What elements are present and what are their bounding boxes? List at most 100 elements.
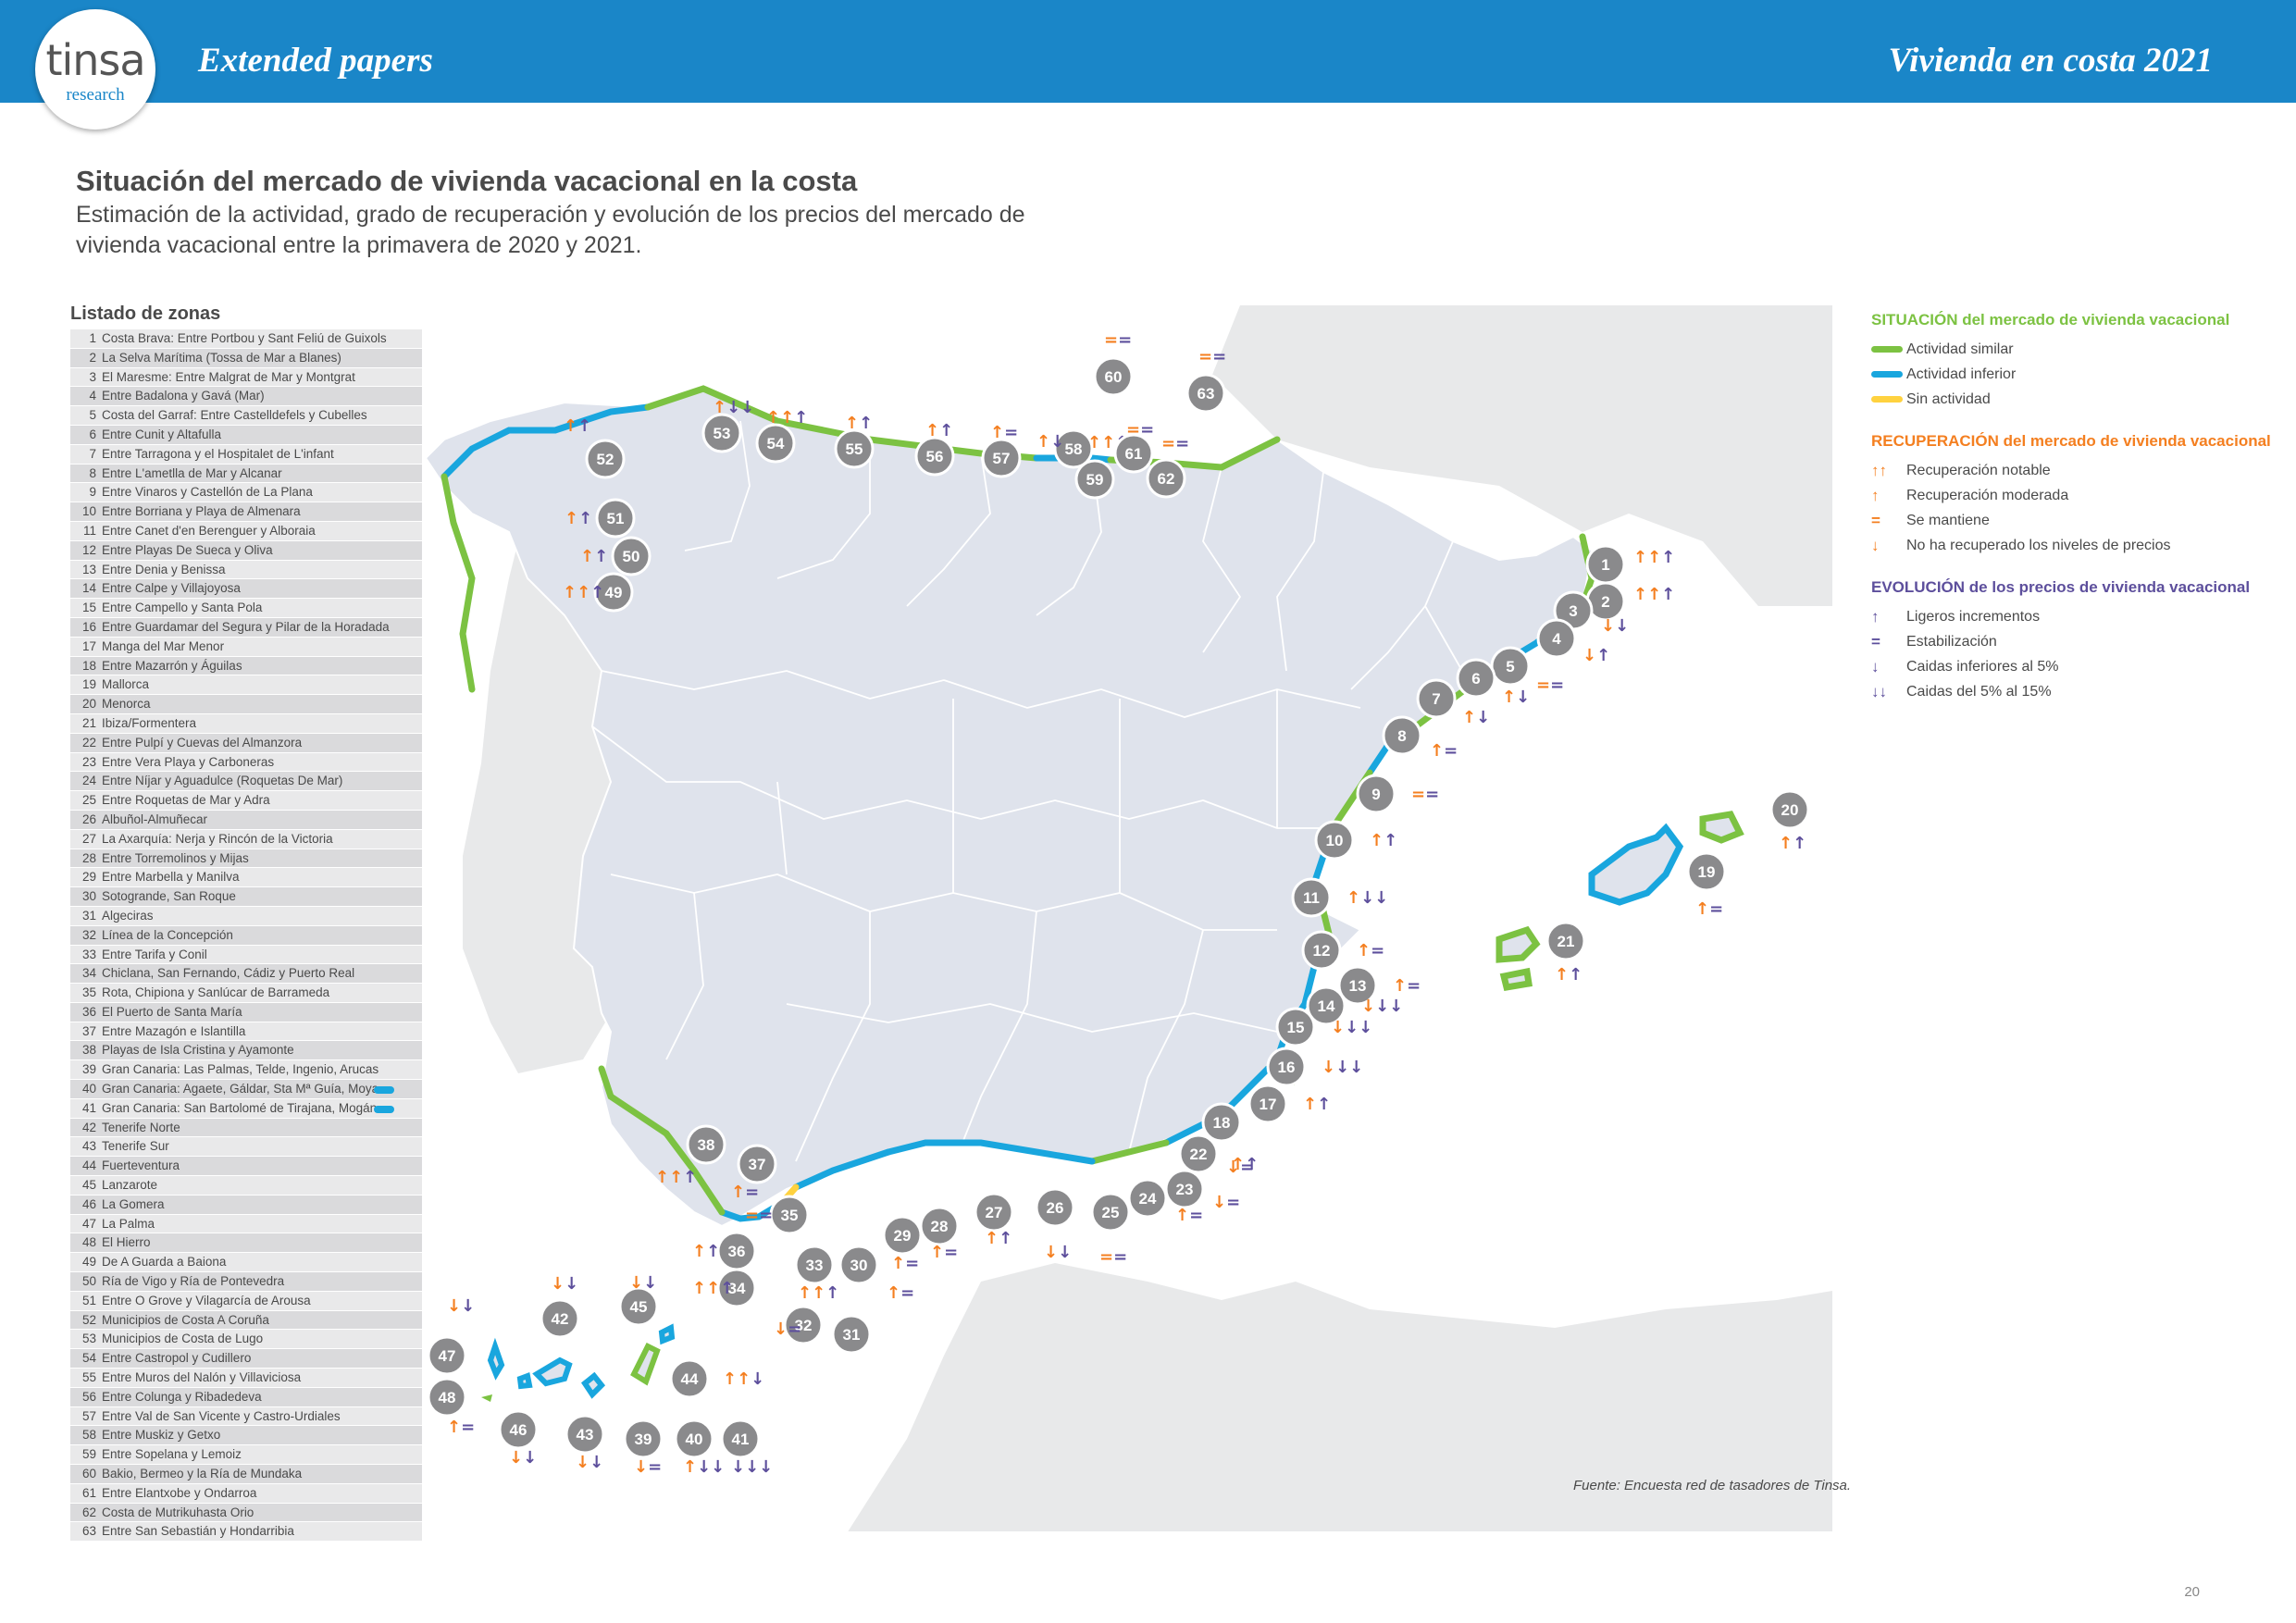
zone-marker: 25 == [1090,1192,1131,1267]
zone-marker-number: 58 [1065,440,1083,458]
zone-marker-circle [1164,1169,1205,1209]
zone-list-item: 10 Entre Borriana y Playa de Almenara [70,502,422,522]
zone-situation-mark [374,1086,394,1095]
zone-marker: 54 ↑↑↑ [755,408,808,464]
zone-name: Entre Val de San Vicente y Castro-Urdial… [102,1408,341,1423]
legend-item-notable: ↑↑ Recuperación notable [1871,462,2051,479]
zone-name: Entre Campello y Santa Pola [102,601,263,615]
zone-marker-number: 42 [552,1310,569,1328]
zone-marker-number: 44 [681,1370,699,1388]
zone-list-item: 44 Fuerteventura [70,1157,422,1177]
zone-marker: 11 ↑↓↓ [1291,877,1388,918]
zone-list-item: 32 Línea de la Concepción [70,925,422,946]
zone-list-item: 16 Entre Guardamar del Segura y Pilar de … [70,617,422,638]
zone-name: Mallorca [102,677,150,692]
zone-marker: 56 ↑↑ [914,421,955,477]
zone-marker-number: 60 [1105,368,1123,386]
zone-trend-symbols: ↑↑ [565,509,592,528]
zone-list-item: 15 Entre Campello y Santa Pola [70,599,422,618]
zone-marker-number: 53 [714,425,731,442]
legend-situacion-title: SITUACIÓN del mercado de vivienda vacaci… [1871,311,2230,328]
zone-number: 55 [81,1370,96,1385]
zone-trend-symbols: == [745,1206,773,1225]
zone-marker: 10 ↑↑ [1314,820,1397,861]
zone-marker-circle [1314,820,1355,861]
zone-name: Ría de Vigo y Ría de Pontevedra [102,1274,285,1289]
zone-marker: 38↑↑↑ [655,1124,726,1187]
zone-marker-circle [623,1419,664,1459]
zone-name: La Gomera [102,1196,165,1211]
zone-marker-number: 34 [728,1280,746,1297]
zone-marker: 34↑↑↑ [692,1268,757,1308]
zone-list-item: 2 La Selva Marítima (Tossa de Mar a Blane… [70,348,422,368]
header-bar: tinsa research Extended papers Vivienda … [0,0,2296,130]
zone-marker: 53 ↑↓↓ [701,398,754,453]
zone-marker-circle [427,1335,467,1376]
zone-name: Entre Castropol y Cudillero [102,1351,252,1366]
zone-trend-symbols: ↓= [1212,1193,1240,1212]
zone-list-item: 40 Gran Canaria: Agaete, Gáldar, Sta Mª G… [70,1080,422,1099]
zone-name: Entre Tarragona y el Hospitalet de L'inf… [102,446,334,461]
zone-marker-number: 63 [1198,385,1215,403]
zone-marker-number: 55 [846,440,863,458]
zone-name: Entre Badalona y Gavá (Mar) [102,389,265,403]
zone-trend-symbols: ↑↓↓ [1347,888,1388,908]
zone-name: Entre Canet d'en Berenguer y Alboraia [102,523,316,538]
zone-marker-number: 33 [806,1257,824,1274]
zone-trend-symbols: ↑↑ [1303,1095,1331,1114]
zone-list-item: 53 Municipios de Costa de Lugo [70,1330,422,1350]
zone-name: Entre Muros del Nalón y Villaviciosa [102,1370,302,1385]
zone-number: 57 [81,1408,96,1423]
zone-list-item: 35 Rota, Chipiona y Sanlúcar de Barrameda [70,984,422,1003]
zone-name: Entre Muskiz y Getxo [102,1428,221,1443]
zone-list-item: 23 Entre Vera Playa y Carboneras [70,752,422,773]
zone-number: 32 [81,927,96,942]
zone-trend-symbols: ↑↑ [985,1229,1012,1248]
lanzarote-island [658,1323,676,1345]
zone-marker: 40 ↑↓↓ [674,1419,725,1477]
zone-number: 28 [81,850,96,865]
zone-marker-number: 20 [1781,801,1799,819]
zone-marker: 22 ↓= [1178,1134,1254,1177]
zone-situation-mark [374,1105,394,1113]
formentera-island [1499,967,1533,991]
zone-name: El Hierro [102,1235,151,1250]
zone-name: Municipios de Costa A Coruña [102,1312,269,1327]
zone-marker-circle [1201,1102,1242,1143]
zone-number: 25 [81,793,96,808]
zone-marker-number: 31 [843,1326,861,1344]
zone-marker-number: 62 [1158,470,1175,488]
zone-name: Entre San Sebastián y Hondarribia [102,1524,294,1539]
zone-number: 2 [89,350,96,365]
source-note: Fuente: Encuesta red de tasadores de Tin… [1573,1478,1852,1493]
equals-icon: = [1871,633,1880,650]
zone-marker-number: 50 [623,548,640,565]
legend-recuperacion-title: RECUPERACIÓN del mercado de vivienda vac… [1871,432,2271,450]
zone-marker: 51 ↑↑ [565,498,636,539]
zone-number: 30 [81,889,96,904]
zone-marker: 29 ↑= [882,1215,923,1273]
zone-trend-symbols: ↓↓↓ [1331,1018,1372,1037]
zone-trend-symbols: ↓↓ [576,1453,603,1472]
zone-list-item: 43 Tenerife Sur [70,1137,422,1158]
zone-marker-circle [1337,965,1378,1006]
legend-evolucion: EVOLUCIÓN de los precios de vivienda vac… [1871,578,2278,704]
zone-trend-symbols: ↑↑ [1370,831,1397,850]
zone-marker-number: 8 [1397,727,1406,745]
zone-name: Ibiza/Formentera [102,715,197,730]
zone-marker-circle [1306,985,1347,1026]
zone-marker-number: 12 [1313,942,1331,960]
zone-list: 1 Costa Brava: Entre Portbou y Sant Feliú… [70,329,422,1542]
zone-number: 63 [81,1524,96,1539]
logo-sub: research [66,85,125,105]
header-left-title: Extended papers [198,42,433,80]
zone-marker-number: 57 [993,450,1011,467]
zone-marker: 5 == [1490,646,1564,695]
zone-list-item: 31 Algeciras [70,906,422,926]
zone-trend-symbols: ↑↑ [692,1242,720,1261]
zone-marker-circle [595,498,636,539]
zone-number: 5 [89,408,96,423]
zone-marker-circle [1301,930,1342,971]
zone-marker-circle [1686,851,1727,892]
zone-number: 22 [81,735,96,750]
